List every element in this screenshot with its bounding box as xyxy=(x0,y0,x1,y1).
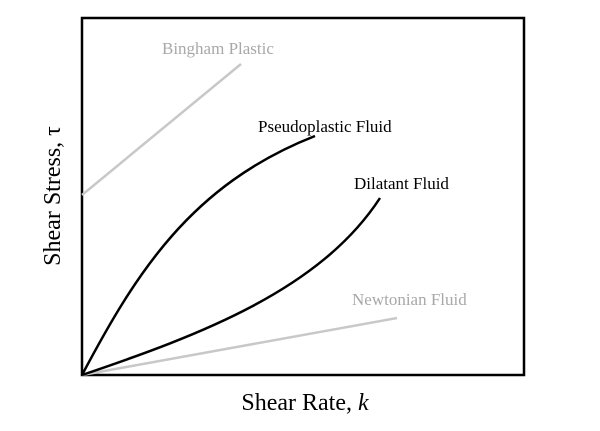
dilatant-curve xyxy=(81,197,382,377)
x-axis-text: Shear Rate, xyxy=(241,390,358,416)
newtonian-curve xyxy=(81,316,398,377)
x-axis-symbol: k xyxy=(358,390,369,416)
curve-label: Newtonian Fluid xyxy=(352,290,467,309)
y-axis-label: Shear Stress, τ xyxy=(40,126,66,266)
curve-label: Pseudoplastic Fluid xyxy=(258,117,392,136)
curve-label: Bingham Plastic xyxy=(162,39,274,58)
curve-label: Dilatant Fluid xyxy=(354,174,449,193)
plot-frame xyxy=(80,16,526,377)
y-axis-symbol: τ xyxy=(40,126,66,136)
bingham-curve xyxy=(81,63,242,196)
y-axis-text: Shear Stress, xyxy=(40,136,66,266)
pseudoplastic-curve xyxy=(80,134,316,376)
x-axis-label: Shear Rate, k xyxy=(241,390,369,416)
